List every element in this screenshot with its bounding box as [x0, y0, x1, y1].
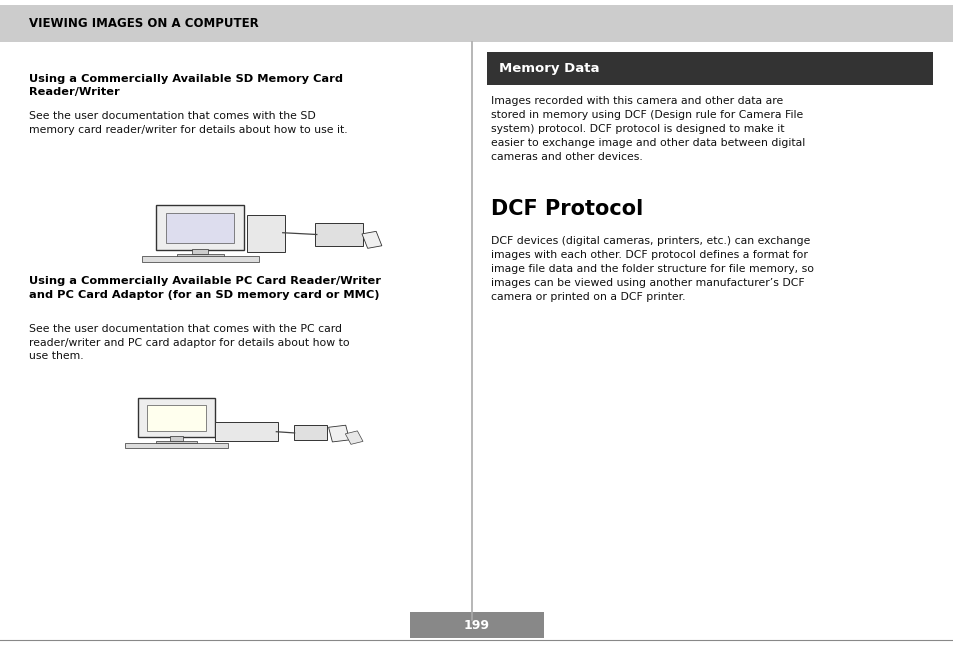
FancyBboxPatch shape	[155, 441, 197, 443]
Text: See the user documentation that comes with the SD
memory card reader/writer for : See the user documentation that comes wi…	[29, 111, 347, 135]
Text: DCF Protocol: DCF Protocol	[491, 199, 643, 219]
Text: Images recorded with this camera and other data are
stored in memory using DCF (: Images recorded with this camera and oth…	[491, 96, 804, 162]
FancyBboxPatch shape	[247, 216, 284, 252]
FancyBboxPatch shape	[176, 254, 224, 256]
FancyBboxPatch shape	[0, 5, 953, 42]
FancyBboxPatch shape	[141, 256, 258, 262]
Text: VIEWING IMAGES ON A COMPUTER: VIEWING IMAGES ON A COMPUTER	[29, 17, 258, 30]
Text: Using a Commercially Available PC Card Reader/Writer
and PC Card Adaptor (for an: Using a Commercially Available PC Card R…	[29, 276, 380, 300]
FancyBboxPatch shape	[410, 612, 543, 638]
Text: Using a Commercially Available SD Memory Card
Reader/Writer: Using a Commercially Available SD Memory…	[29, 74, 342, 98]
FancyBboxPatch shape	[125, 443, 228, 448]
Text: 199: 199	[463, 619, 490, 632]
FancyBboxPatch shape	[294, 425, 327, 441]
Polygon shape	[328, 425, 349, 442]
FancyBboxPatch shape	[486, 52, 932, 85]
Text: Memory Data: Memory Data	[498, 61, 598, 75]
Text: DCF devices (digital cameras, printers, etc.) can exchange
images with each othe: DCF devices (digital cameras, printers, …	[491, 236, 814, 302]
Text: See the user documentation that comes with the PC card
reader/writer and PC card: See the user documentation that comes wi…	[29, 324, 349, 362]
FancyBboxPatch shape	[314, 224, 363, 247]
FancyBboxPatch shape	[138, 397, 214, 437]
FancyBboxPatch shape	[166, 213, 234, 244]
FancyBboxPatch shape	[147, 405, 206, 432]
FancyBboxPatch shape	[214, 422, 278, 441]
FancyBboxPatch shape	[156, 205, 244, 250]
Polygon shape	[345, 431, 363, 444]
FancyBboxPatch shape	[170, 436, 183, 441]
Polygon shape	[361, 231, 381, 248]
FancyBboxPatch shape	[193, 249, 208, 254]
